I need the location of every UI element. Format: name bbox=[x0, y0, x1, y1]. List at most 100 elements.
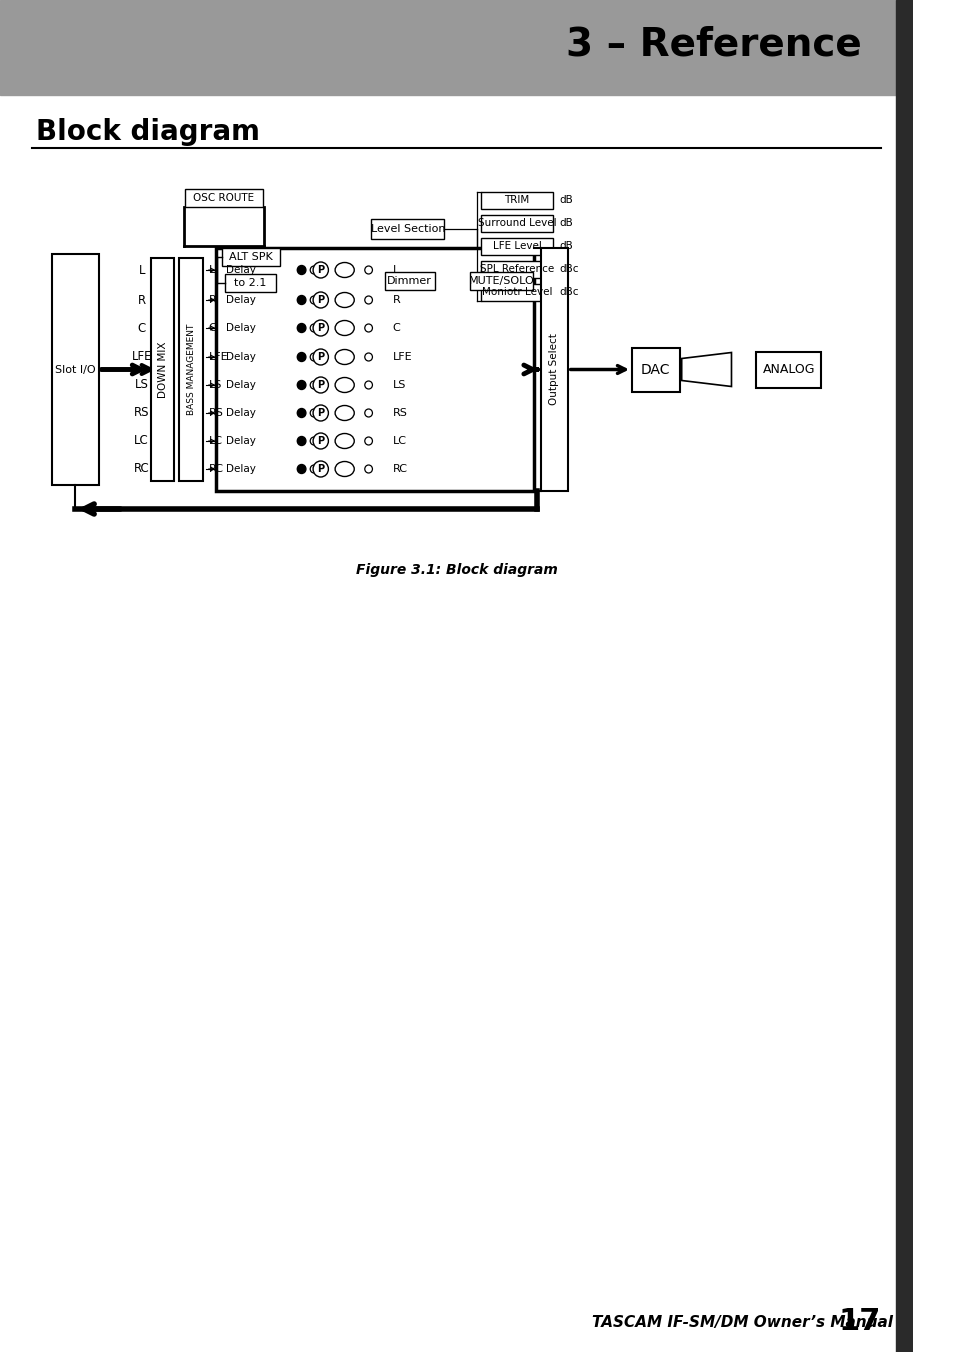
Circle shape bbox=[297, 465, 306, 473]
Text: C: C bbox=[209, 323, 216, 333]
Circle shape bbox=[364, 266, 372, 274]
Bar bbox=[756, 352, 821, 388]
Text: P: P bbox=[316, 464, 324, 475]
Circle shape bbox=[297, 265, 306, 274]
Text: Moniotr Level: Moniotr Level bbox=[481, 287, 552, 297]
Text: to 2.1: to 2.1 bbox=[233, 279, 266, 288]
Circle shape bbox=[297, 380, 306, 389]
Text: LFE: LFE bbox=[392, 352, 412, 362]
Ellipse shape bbox=[335, 461, 354, 476]
Text: dB: dB bbox=[558, 241, 573, 251]
Text: L: L bbox=[392, 265, 398, 274]
Circle shape bbox=[310, 465, 317, 473]
Text: P: P bbox=[316, 352, 324, 362]
Bar bbox=[371, 219, 444, 239]
Text: P: P bbox=[316, 408, 324, 418]
Text: dBc: dBc bbox=[558, 287, 578, 297]
Text: P: P bbox=[316, 265, 324, 274]
Text: R: R bbox=[392, 295, 400, 306]
Text: C: C bbox=[392, 323, 400, 333]
Text: DAC: DAC bbox=[640, 362, 670, 376]
Text: LFE: LFE bbox=[132, 350, 152, 364]
Bar bbox=[480, 284, 553, 300]
Text: LC: LC bbox=[134, 434, 149, 448]
Bar bbox=[0, 0, 912, 95]
Text: LC: LC bbox=[392, 435, 406, 446]
Text: LS: LS bbox=[392, 380, 405, 389]
Text: L: L bbox=[209, 265, 214, 274]
Text: LC: LC bbox=[209, 435, 222, 446]
Text: BASS MANAGEMENT: BASS MANAGEMENT bbox=[187, 324, 195, 415]
Text: dB: dB bbox=[558, 195, 573, 206]
Bar bbox=[218, 262, 263, 279]
Text: 3 – Reference: 3 – Reference bbox=[565, 26, 861, 64]
Bar bbox=[470, 272, 533, 289]
Text: RS: RS bbox=[133, 407, 150, 419]
Circle shape bbox=[313, 320, 328, 337]
Text: 17: 17 bbox=[838, 1307, 880, 1336]
Bar bbox=[540, 247, 567, 491]
Text: RS: RS bbox=[209, 408, 223, 418]
Text: R: R bbox=[209, 295, 216, 306]
Bar bbox=[218, 292, 263, 308]
Bar bbox=[179, 258, 203, 481]
Text: ALT SPK: ALT SPK bbox=[229, 251, 273, 262]
Text: C: C bbox=[137, 322, 146, 334]
Text: Delay: Delay bbox=[226, 408, 255, 418]
Text: LS: LS bbox=[209, 380, 222, 389]
Text: Delay: Delay bbox=[226, 464, 255, 475]
Bar bbox=[216, 247, 534, 491]
Circle shape bbox=[313, 406, 328, 420]
Circle shape bbox=[310, 324, 317, 333]
Circle shape bbox=[297, 408, 306, 418]
Text: dBc: dBc bbox=[558, 264, 578, 274]
Circle shape bbox=[297, 323, 306, 333]
Text: P: P bbox=[316, 295, 324, 306]
Ellipse shape bbox=[335, 320, 354, 335]
Bar bbox=[218, 349, 263, 365]
Circle shape bbox=[364, 324, 372, 333]
Circle shape bbox=[313, 292, 328, 308]
Bar bbox=[218, 433, 263, 449]
Text: DOWN MIX: DOWN MIX bbox=[157, 341, 168, 397]
Bar bbox=[185, 189, 263, 207]
Text: P: P bbox=[316, 380, 324, 389]
Text: Delay: Delay bbox=[226, 265, 255, 274]
Circle shape bbox=[310, 437, 317, 445]
Circle shape bbox=[310, 353, 317, 361]
Ellipse shape bbox=[335, 262, 354, 277]
Text: L: L bbox=[138, 264, 145, 277]
Text: Delay: Delay bbox=[226, 295, 255, 306]
Text: RC: RC bbox=[133, 462, 150, 476]
Circle shape bbox=[364, 437, 372, 445]
Circle shape bbox=[313, 377, 328, 393]
Bar bbox=[225, 274, 275, 292]
Text: Delay: Delay bbox=[226, 435, 255, 446]
Circle shape bbox=[313, 461, 328, 477]
Text: Slot I/O: Slot I/O bbox=[54, 365, 95, 375]
Text: Delay: Delay bbox=[226, 380, 255, 389]
Circle shape bbox=[310, 266, 317, 274]
Bar bbox=[480, 192, 553, 208]
Bar bbox=[480, 215, 553, 231]
Ellipse shape bbox=[335, 406, 354, 420]
Circle shape bbox=[364, 381, 372, 389]
Bar bbox=[218, 377, 263, 393]
Circle shape bbox=[364, 410, 372, 416]
Text: OSC ROUTE: OSC ROUTE bbox=[193, 193, 254, 203]
Bar bbox=[152, 258, 174, 481]
Text: P: P bbox=[316, 435, 324, 446]
Text: RC: RC bbox=[209, 464, 224, 475]
Bar bbox=[51, 254, 98, 485]
Text: RC: RC bbox=[392, 464, 407, 475]
Text: Block diagram: Block diagram bbox=[36, 118, 260, 146]
Bar bbox=[218, 461, 263, 477]
Bar bbox=[895, 0, 912, 1352]
Circle shape bbox=[297, 296, 306, 304]
Text: LS: LS bbox=[134, 379, 149, 392]
Text: P: P bbox=[316, 323, 324, 333]
Text: TRIM: TRIM bbox=[504, 195, 529, 206]
Text: dB: dB bbox=[558, 218, 573, 228]
Ellipse shape bbox=[335, 434, 354, 449]
Circle shape bbox=[364, 465, 372, 473]
